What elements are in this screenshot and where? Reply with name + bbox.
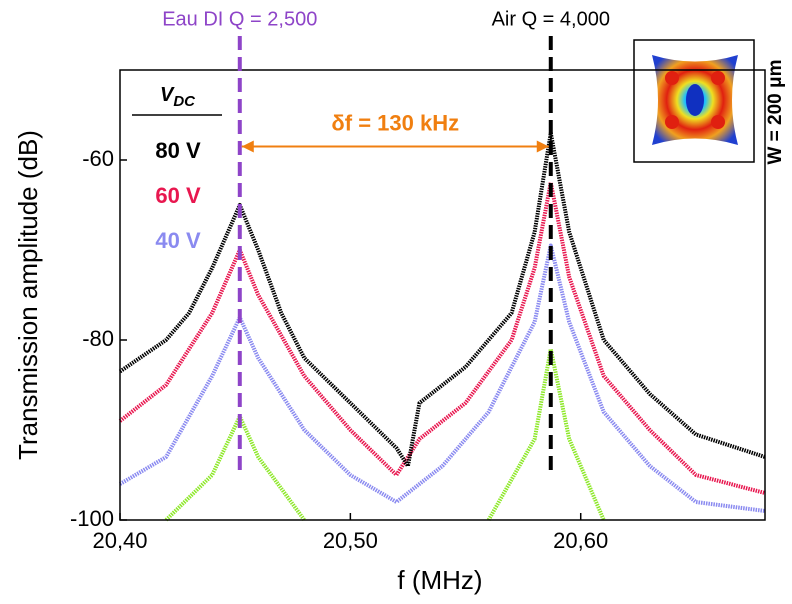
arrow-label: δf = 130 kHz	[331, 110, 459, 135]
series-line	[164, 347, 606, 522]
series-line	[118, 243, 766, 513]
marker-label: Eau DI Q = 2,500	[162, 8, 317, 30]
y-axis-label: Transmission amplitude (dB)	[13, 130, 43, 460]
legend-entry: 40 V	[155, 228, 201, 253]
x-tick-label: 20,40	[92, 528, 147, 553]
legend-title-main: V	[160, 84, 175, 106]
legend-title-sub: DC	[173, 93, 196, 110]
y-tick-label: -80	[82, 326, 114, 351]
legend-title: VDC	[160, 84, 196, 110]
legend-entry: 80 V	[155, 138, 201, 163]
x-tick-label: 20,60	[553, 528, 608, 553]
legend-entry: 60 V	[155, 183, 201, 208]
y-tick-label: -100	[70, 506, 114, 531]
x-tick-label: 20,50	[323, 528, 378, 553]
inset	[633, 39, 755, 163]
x-axis-label: f (MHz)	[397, 565, 482, 595]
inset-label: W = 200 μm	[765, 59, 786, 164]
marker-label: Air Q = 4,000	[492, 8, 610, 30]
series-line	[118, 180, 766, 495]
series-line	[118, 131, 766, 468]
y-tick-label: -60	[82, 146, 114, 171]
plot-frame	[119, 69, 766, 521]
